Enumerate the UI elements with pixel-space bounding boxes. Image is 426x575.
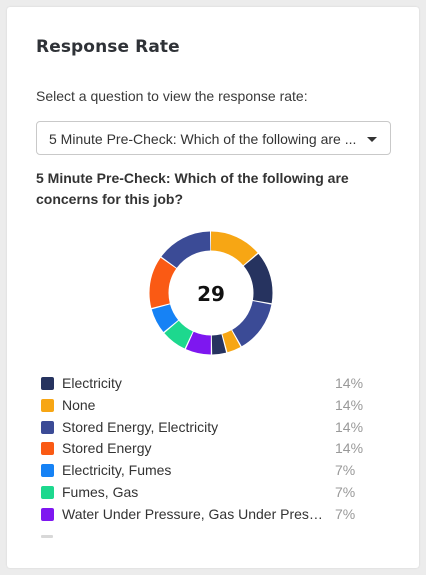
legend-swatch bbox=[41, 398, 54, 412]
legend-item[interactable]: Water Under Pressure, Gas Under Pressure… bbox=[40, 504, 370, 526]
question-heading: 5 Minute Pre-Check: Which of the followi… bbox=[36, 170, 349, 207]
legend-percent: 14% bbox=[335, 396, 364, 413]
response-rate-card: Response Rate Select a question to view … bbox=[7, 7, 419, 568]
legend-swatch bbox=[41, 377, 54, 390]
legend-percent: 14% bbox=[335, 375, 364, 391]
legend-swatch bbox=[41, 442, 54, 456]
legend-swatch bbox=[41, 485, 54, 499]
legend-swatch bbox=[41, 464, 54, 478]
legend-item[interactable]: None 14% bbox=[40, 395, 370, 417]
legend-percent: 7% bbox=[335, 483, 356, 500]
response-donut-chart: 29 bbox=[149, 231, 273, 355]
legend-item[interactable]: Electricity 14% bbox=[40, 373, 370, 395]
card-title: Response Rate bbox=[36, 37, 180, 57]
legend-percent: 14% bbox=[335, 440, 364, 457]
question-select-value: 5 Minute Pre-Check: Which of the followi… bbox=[49, 131, 357, 147]
chevron-down-icon bbox=[367, 137, 377, 142]
donut-slice[interactable] bbox=[149, 231, 273, 355]
legend-label: Stored Energy, Electricity bbox=[62, 418, 219, 435]
donut-slice[interactable] bbox=[149, 231, 273, 355]
legend-label: Stored Energy bbox=[62, 440, 152, 457]
select-instruction: Select a question to view the response r… bbox=[36, 88, 308, 104]
question-select[interactable]: 5 Minute Pre-Check: Which of the followi… bbox=[36, 121, 391, 155]
legend-item[interactable]: Stored Energy, Electricity 14% bbox=[40, 417, 370, 439]
legend-percent: 7% bbox=[335, 505, 356, 522]
legend-item[interactable]: Stored Energy 14% bbox=[40, 438, 370, 460]
legend-percent: 7% bbox=[335, 462, 356, 479]
legend-item[interactable]: Fumes, Gas 7% bbox=[40, 482, 370, 504]
legend-percent: 14% bbox=[335, 418, 364, 435]
chart-legend: Electricity 14% None 14% Stored Energy, Elec… bbox=[40, 373, 370, 535]
donut-center-total: 29 bbox=[197, 282, 225, 306]
donut-slice[interactable] bbox=[149, 231, 273, 355]
legend-label: Electricity, Fumes bbox=[62, 462, 172, 479]
legend-next-item-peek bbox=[41, 535, 53, 538]
legend-fade bbox=[40, 527, 380, 539]
legend-swatch bbox=[41, 420, 54, 434]
legend-item[interactable]: Electricity, Fumes 7% bbox=[40, 460, 370, 482]
legend-label: Fumes, Gas bbox=[62, 483, 139, 500]
legend-label: Water Under Pressure, Gas Under Pressure bbox=[62, 505, 327, 522]
legend-label: None bbox=[62, 396, 96, 413]
legend-label: Electricity bbox=[62, 375, 122, 391]
legend-swatch bbox=[41, 507, 54, 521]
